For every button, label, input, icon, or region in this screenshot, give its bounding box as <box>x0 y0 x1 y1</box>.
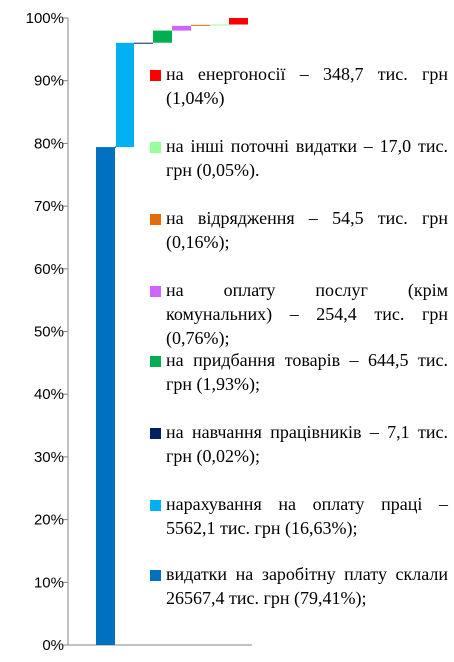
bar-segment <box>96 147 115 645</box>
legend-swatch <box>150 286 161 297</box>
y-tick-label: 30% <box>34 449 64 466</box>
y-tick-label: 80% <box>34 135 64 152</box>
y-tick-label: 0% <box>42 637 64 654</box>
bar-segment <box>210 24 229 26</box>
legend-label: нарахування на оплату праці – 5562,1 тис… <box>166 494 448 538</box>
legend-item: на відрядження – 54,5 тис. грн (0,16%); <box>148 206 448 254</box>
y-tick-label: 50% <box>34 324 64 341</box>
y-tick-label: 10% <box>34 574 64 591</box>
legend-item: на енергоносії – 348,7 тис. грн (1,04%) <box>148 62 448 110</box>
legend-swatch <box>150 214 161 225</box>
bar-segment <box>134 42 153 44</box>
legend-label: на навчання працівників – 7,1 тис. грн (… <box>166 422 448 466</box>
legend-item: на інші поточні видатки – 17,0 тис. грн … <box>148 134 448 182</box>
legend-swatch <box>150 356 161 367</box>
y-tick-label: 40% <box>34 386 64 403</box>
y-tick-label: 90% <box>34 73 64 90</box>
bar-segment <box>229 18 248 25</box>
legend-label: на інші поточні видатки – 17,0 тис. грн … <box>166 136 448 180</box>
legend-swatch <box>150 428 161 439</box>
bar-segment <box>153 30 172 43</box>
bar-segment <box>172 25 191 31</box>
legend-label: на придбання товарів – 644,5 тис. грн (1… <box>166 350 448 394</box>
legend-swatch <box>150 70 161 81</box>
legend-label: на оплату послуг (крім комунальних) – 25… <box>166 280 448 348</box>
legend-item: на оплату послуг (крім комунальних) – 25… <box>148 278 448 350</box>
y-tick-label: 20% <box>34 512 64 529</box>
bar-segment <box>191 24 210 26</box>
legend-item: на навчання працівників – 7,1 тис. грн (… <box>148 420 448 468</box>
legend-swatch <box>150 570 161 581</box>
y-tick-label: 100% <box>26 10 64 27</box>
legend-item: на придбання товарів – 644,5 тис. грн (1… <box>148 348 448 396</box>
legend-swatch <box>150 142 161 153</box>
legend-item: видатки на заробітну плату склали 26567,… <box>148 562 448 610</box>
legend-swatch <box>150 500 161 511</box>
legend-label: на відрядження – 54,5 тис. грн (0,16%); <box>166 208 448 252</box>
legend-item: нарахування на оплату праці – 5562,1 тис… <box>148 492 448 540</box>
y-tick-label: 70% <box>34 198 64 215</box>
legend-label: видатки на заробітну плату склали 26567,… <box>166 564 448 608</box>
y-tick-label: 60% <box>34 261 64 278</box>
bar-segment <box>116 42 134 148</box>
legend-label: на енергоносії – 348,7 тис. грн (1,04%) <box>166 64 448 108</box>
